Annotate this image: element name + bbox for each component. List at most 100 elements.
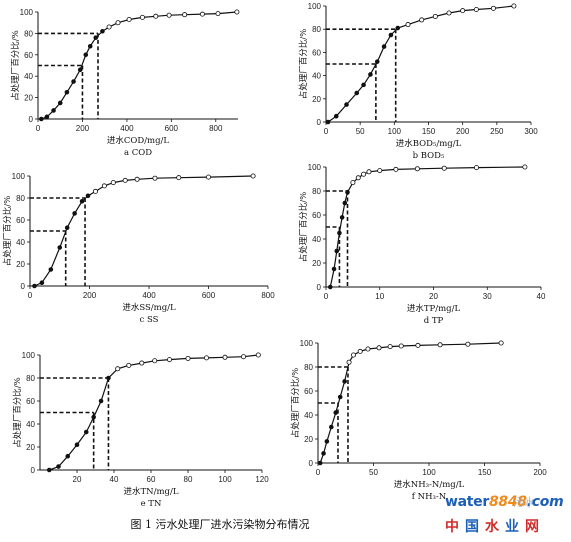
data-point xyxy=(377,168,383,174)
data-point xyxy=(342,200,348,206)
series-line xyxy=(34,175,254,287)
data-point xyxy=(199,11,205,17)
x-tick-label: 0 xyxy=(324,127,329,136)
y-tick-label: 60 xyxy=(312,48,321,57)
y-tick-label: 100 xyxy=(300,339,314,348)
data-point xyxy=(46,467,52,473)
data-point xyxy=(381,44,387,49)
data-point xyxy=(511,3,517,9)
data-point xyxy=(126,16,132,22)
data-point xyxy=(473,6,479,12)
data-point xyxy=(325,119,331,125)
y-tick-label: 100 xyxy=(12,172,26,181)
data-point xyxy=(344,102,349,107)
watermark-logo: water8848.com 污水 中国水业网 xyxy=(445,494,567,538)
x-axis-label: 进水BOD₅/mg/L xyxy=(396,138,462,149)
y-tick-label: 80 xyxy=(16,194,25,203)
data-point xyxy=(74,442,80,448)
data-point xyxy=(357,348,363,354)
x-tick-label: 30 xyxy=(483,292,492,301)
x-axis-label: 进水NH₃-N/mg/L xyxy=(394,479,465,490)
data-point xyxy=(153,13,159,19)
data-point xyxy=(106,24,112,30)
data-point xyxy=(465,341,471,347)
data-point xyxy=(350,180,356,186)
panel-sublabel: d TP xyxy=(424,316,444,326)
data-point xyxy=(122,177,128,183)
watermark-char: 网 xyxy=(525,519,545,535)
watermark-faint-text: 污水 xyxy=(513,496,535,509)
chart-panel: 0 20 40 60 80 100 0 10 20 30 40 进水TP/mg/L d TP 占处理厂百分… xyxy=(298,163,546,326)
x-axis-label: 进水TN/mg/L xyxy=(124,486,179,497)
y-tick-label: 80 xyxy=(312,187,321,196)
data-point xyxy=(87,43,93,49)
chart-panel: 0 20 40 60 80 100 0 200 400 600 800 进水SS/mg/L c SS 占处… xyxy=(2,172,275,325)
data-point xyxy=(365,346,371,352)
data-point xyxy=(134,176,140,182)
data-point xyxy=(441,165,447,171)
y-axis-label: 占处理厂百分比/% xyxy=(2,196,13,266)
y-tick-label: 20 xyxy=(26,443,35,452)
y-tick-label: 100 xyxy=(20,8,34,17)
data-point xyxy=(115,20,121,26)
data-point xyxy=(101,183,107,189)
data-point xyxy=(351,352,357,358)
data-point xyxy=(56,464,61,469)
data-point xyxy=(250,173,256,179)
data-point xyxy=(405,22,411,28)
y-axis-label: 占处理厂百分比/% xyxy=(290,368,301,438)
y-tick-label: 80 xyxy=(24,29,33,38)
y-tick-label: 80 xyxy=(26,374,35,383)
data-point xyxy=(98,398,104,404)
data-point xyxy=(255,352,261,358)
x-tick-label: 0 xyxy=(324,292,329,301)
x-tick-label: 40 xyxy=(537,292,546,301)
data-point xyxy=(327,284,333,290)
data-point xyxy=(339,215,345,220)
y-tick-label: 20 xyxy=(16,260,25,269)
data-point xyxy=(345,189,350,195)
panel-sublabel: f NH₃-N xyxy=(412,492,447,502)
data-point xyxy=(333,410,339,415)
x-tick-label: 20 xyxy=(73,475,82,484)
y-axis-label: 占处理厂百分比/% xyxy=(298,29,309,99)
data-point xyxy=(415,342,421,348)
data-point xyxy=(44,114,50,120)
y-tick-label: 40 xyxy=(312,235,321,244)
data-point xyxy=(234,9,240,15)
panel-sublabel: b BOD₅ xyxy=(413,151,445,161)
data-point xyxy=(77,67,83,73)
data-point xyxy=(32,283,37,289)
chart-panel: 0 20 40 60 80 100 0 50 100 150 200 250 300 进水BOD₅/mg/… xyxy=(298,2,538,161)
x-tick-label: 300 xyxy=(524,127,538,136)
data-point xyxy=(115,366,121,372)
data-point xyxy=(100,28,105,34)
data-point xyxy=(39,116,44,122)
data-point xyxy=(64,225,70,231)
panel-sublabel: e TN xyxy=(141,499,162,509)
x-tick-label: 800 xyxy=(261,291,275,300)
data-point xyxy=(337,394,343,400)
y-tick-label: 100 xyxy=(308,163,322,172)
data-point xyxy=(71,79,76,84)
data-point xyxy=(57,100,63,106)
data-point xyxy=(215,11,221,17)
data-point xyxy=(490,5,496,11)
data-point xyxy=(374,59,380,64)
data-point xyxy=(398,343,404,349)
series-line xyxy=(319,342,502,464)
chart-panel: 0 20 40 60 80 100 0 200 400 600 800 进水COD/mg/L a COD… xyxy=(10,8,240,158)
y-axis-label: 占处理厂百分比/% xyxy=(10,30,21,100)
watermark-url: water8848.com xyxy=(445,494,564,510)
data-point xyxy=(355,175,361,181)
y-tick-label: 80 xyxy=(304,363,313,372)
x-tick-label: 10 xyxy=(375,292,384,301)
data-point xyxy=(437,342,443,348)
x-tick-label: 0 xyxy=(36,124,41,133)
watermark-site-name: 中国水业网 xyxy=(445,516,545,536)
y-tick-label: 60 xyxy=(24,51,33,60)
data-point xyxy=(354,90,360,96)
y-tick-label: 60 xyxy=(304,387,313,396)
series-line xyxy=(329,166,525,288)
data-point xyxy=(414,166,420,172)
